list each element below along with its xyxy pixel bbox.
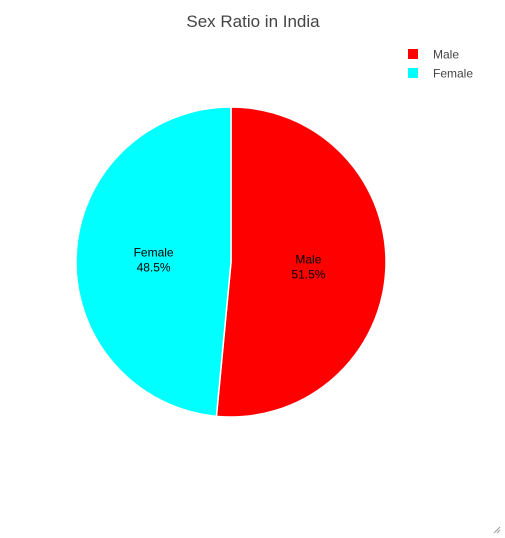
slice-label-category-female: Female [134, 245, 174, 259]
legend-item-female[interactable]: Female [408, 67, 473, 81]
chart-title: Sex Ratio in India [186, 12, 320, 31]
slice-label-male: Male 51.5% [291, 253, 325, 282]
pie-slice-female[interactable] [75, 106, 232, 418]
slice-label-female: Female 48.5% [134, 245, 174, 274]
slice-label-percent-male: 51.5% [291, 268, 325, 282]
slice-label-category-male: Male [295, 253, 321, 267]
pie-slice-male[interactable] [215, 106, 387, 418]
legend-item-male[interactable]: Male [408, 48, 459, 62]
resize-handle-icon[interactable] [493, 526, 501, 534]
slice-label-percent-female: 48.5% [137, 260, 171, 274]
legend-swatch-female [408, 68, 418, 78]
legend-swatch-male [408, 49, 418, 59]
pie-slices [75, 106, 387, 418]
legend-label-female: Female [433, 67, 473, 81]
legend: Male Female [408, 48, 473, 81]
legend-label-male: Male [433, 48, 459, 62]
pie-slice-labels: Male 51.5% Female 48.5% [134, 245, 326, 281]
